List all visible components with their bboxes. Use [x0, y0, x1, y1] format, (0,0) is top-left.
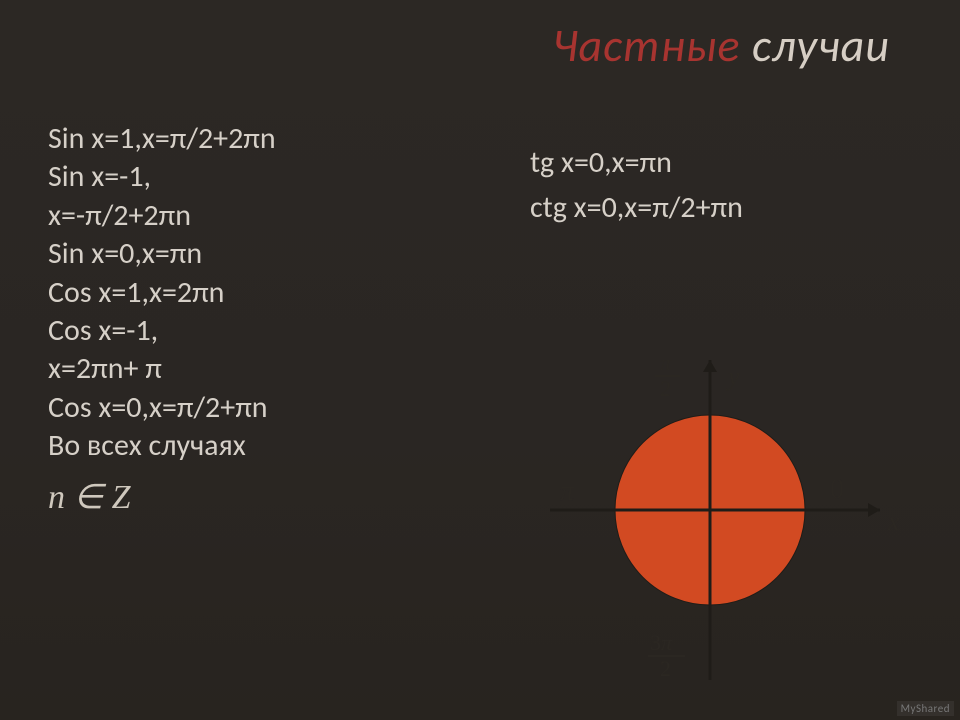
svg-text:3π: 3π: [650, 630, 673, 655]
eq-line: Sin x=0,x=πn: [48, 235, 468, 273]
eq-line: Cos x=0,x=π/2+πn: [48, 389, 468, 427]
eq-line: Cos x=-1,: [48, 312, 468, 350]
zero-label: 0: [830, 474, 844, 505]
eq-line: ctg x=0,x=π/2+πn: [530, 185, 743, 230]
x-label: x: [887, 507, 900, 536]
footer-watermark: MyShared: [897, 701, 954, 716]
eq-line: tg x=0,x=πn: [530, 140, 743, 185]
svg-text:2: 2: [660, 376, 671, 401]
slide: Частные случаи Sin x=1,x=π/2+2πn Sin x=-…: [0, 0, 960, 720]
top-fraction: π 2: [655, 350, 680, 401]
x-axis-arrow: [868, 503, 880, 517]
n-in-z: n ∈ Z: [48, 476, 468, 520]
eq-line: Sin x=1,x=π/2+2πn: [48, 120, 468, 158]
bottom-fraction: 3π 2: [648, 630, 685, 681]
eq-line: x=2πn+ π: [48, 350, 468, 388]
svg-text:π: π: [660, 350, 672, 375]
right-equations: tg x=0,x=πn ctg x=0,x=π/2+πn: [530, 140, 743, 230]
y-label: y: [725, 362, 740, 391]
slide-title: Частные случаи: [552, 18, 890, 74]
y-axis-arrow: [703, 360, 717, 372]
eq-line: x=-π/2+2πn: [48, 197, 468, 235]
unit-circle-diagram: y x 0 π π 2 3π 2: [480, 330, 940, 690]
title-word-1: Частные: [552, 18, 741, 74]
eq-line: Sin x=-1,: [48, 158, 468, 196]
left-equations: Sin x=1,x=π/2+2πn Sin x=-1, x=-π/2+2πn S…: [48, 120, 468, 519]
eq-line: Cos x=1,x=2πn: [48, 274, 468, 312]
pi-label: π: [560, 476, 575, 507]
eq-line: Во всех случаях: [48, 427, 468, 465]
diagram-svg: y x 0 π π 2 3π 2: [480, 330, 940, 690]
title-word-2: случаи: [752, 18, 890, 74]
svg-text:2: 2: [660, 656, 671, 681]
